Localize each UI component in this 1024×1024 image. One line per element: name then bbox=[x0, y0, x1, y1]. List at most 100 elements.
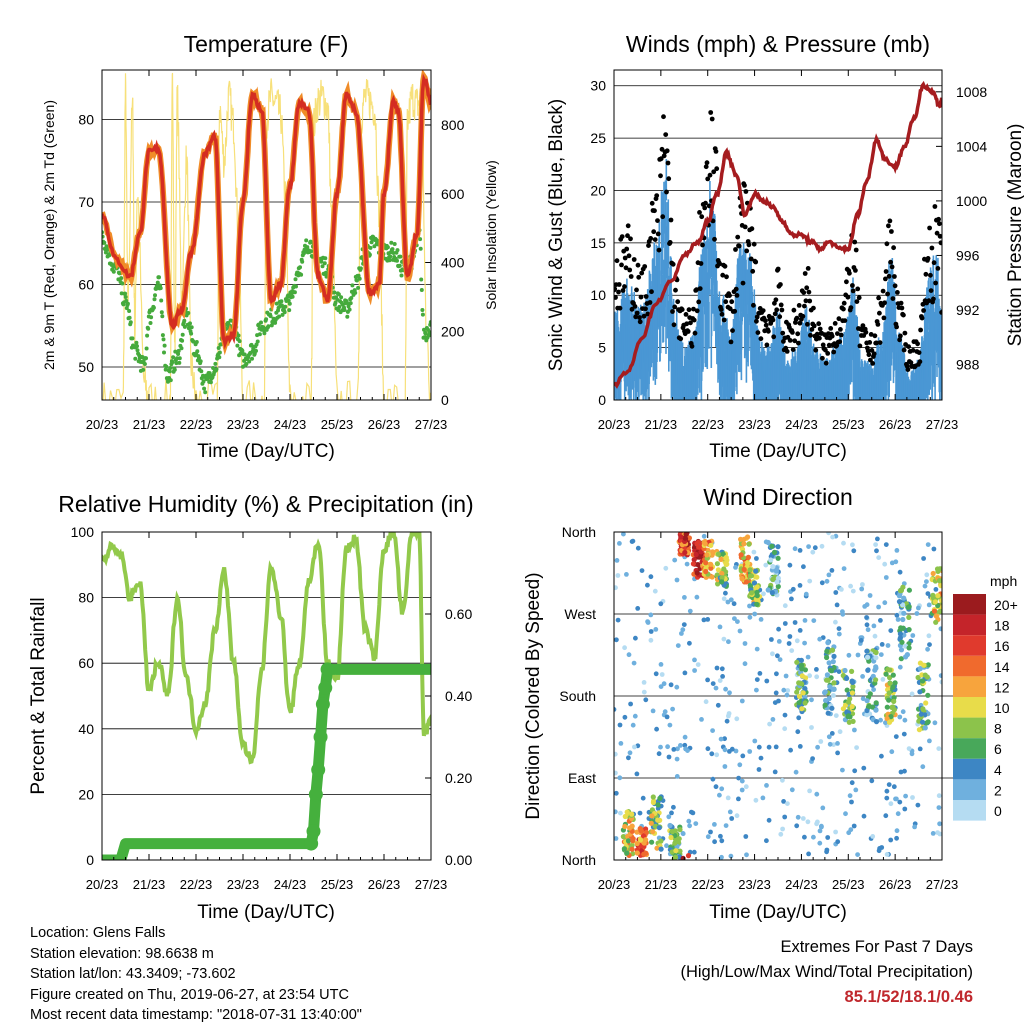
direction-point bbox=[893, 559, 899, 565]
direction-point bbox=[883, 720, 888, 726]
gust-point bbox=[796, 303, 802, 308]
gust-point bbox=[780, 330, 786, 336]
direction-point bbox=[641, 689, 647, 695]
direction-point bbox=[627, 825, 633, 831]
direction-point bbox=[819, 824, 824, 830]
direction-point bbox=[760, 795, 766, 801]
direction-point bbox=[652, 823, 658, 829]
station-info: Location: Glens Falls Station elevation:… bbox=[30, 923, 362, 1024]
legend-swatch bbox=[953, 758, 986, 780]
direction-point bbox=[875, 536, 880, 542]
direction-point bbox=[680, 627, 686, 633]
direction-point bbox=[783, 673, 789, 679]
gust-point bbox=[648, 236, 654, 241]
direction-xlabel: Time (Day/UTC) bbox=[709, 902, 847, 923]
direction-point bbox=[770, 717, 776, 722]
dewpoint-point bbox=[250, 356, 254, 361]
dewpoint-point bbox=[422, 327, 426, 332]
direction-point bbox=[693, 551, 699, 558]
direction-point bbox=[769, 543, 775, 549]
gust-point bbox=[670, 261, 676, 267]
direction-point bbox=[937, 821, 942, 827]
precip-point bbox=[315, 697, 330, 712]
gust-point bbox=[814, 331, 820, 337]
gust-point bbox=[853, 247, 859, 253]
gust-point bbox=[755, 330, 761, 335]
direction-point bbox=[812, 545, 818, 551]
direction-point bbox=[622, 714, 628, 720]
direction-point bbox=[796, 700, 802, 706]
gust-point bbox=[642, 264, 648, 269]
station-latlon: Station lat/lon: 43.3409; -73.602 bbox=[30, 966, 236, 982]
direction-point bbox=[938, 626, 942, 632]
direction-point bbox=[640, 795, 646, 801]
gust-point bbox=[694, 287, 699, 293]
dewpoint-point bbox=[290, 294, 295, 299]
direction-point bbox=[869, 778, 875, 784]
direction-point bbox=[648, 629, 654, 634]
dewpoint-point bbox=[336, 292, 341, 297]
direction-point bbox=[743, 579, 750, 585]
direction-point bbox=[917, 746, 923, 752]
dewpoint-point bbox=[195, 349, 200, 354]
direction-point bbox=[677, 827, 683, 833]
direction-point bbox=[655, 817, 661, 823]
direction-point bbox=[897, 714, 903, 720]
direction-point bbox=[719, 579, 725, 585]
direction-point bbox=[871, 623, 877, 629]
y-tick-label: 100 bbox=[71, 524, 95, 540]
gust-point bbox=[658, 173, 663, 179]
gust-point bbox=[626, 253, 632, 259]
y-tick-label: South bbox=[559, 688, 596, 704]
direction-point bbox=[720, 551, 726, 557]
legend-swatch bbox=[953, 635, 986, 656]
gust-point bbox=[820, 355, 825, 361]
direction-point bbox=[789, 648, 795, 653]
direction-point bbox=[826, 572, 832, 578]
direction-point bbox=[682, 595, 687, 600]
gust-point bbox=[850, 288, 856, 294]
direction-point bbox=[739, 787, 745, 793]
dewpoint-point bbox=[197, 356, 201, 360]
direction-point bbox=[664, 714, 670, 720]
x-tick-label: 22/23 bbox=[691, 417, 724, 432]
direction-point bbox=[721, 636, 727, 642]
direction-point bbox=[758, 617, 764, 622]
direction-point bbox=[719, 666, 725, 672]
gust-point bbox=[623, 265, 629, 271]
direction-point bbox=[722, 747, 728, 753]
direction-point bbox=[933, 619, 939, 625]
direction-point bbox=[741, 566, 747, 573]
dewpoint-point bbox=[123, 295, 128, 299]
x-tick-label: 22/23 bbox=[691, 877, 724, 892]
gust-point bbox=[646, 243, 651, 249]
y-tick-label: 60 bbox=[78, 277, 94, 293]
direction-point bbox=[753, 568, 759, 574]
direction-point bbox=[687, 608, 693, 614]
direction-point bbox=[892, 680, 898, 686]
direction-point bbox=[785, 688, 791, 693]
direction-point bbox=[835, 750, 840, 756]
direction-point bbox=[751, 549, 757, 555]
gust-point bbox=[899, 305, 905, 311]
direction-point bbox=[817, 828, 823, 834]
direction-point bbox=[830, 659, 836, 665]
y2-tick-label: 0.20 bbox=[445, 770, 472, 786]
direction-point bbox=[938, 583, 942, 589]
direction-point bbox=[643, 697, 649, 703]
direction-point bbox=[767, 721, 772, 727]
gust-point bbox=[845, 294, 851, 300]
gust-point bbox=[686, 307, 692, 313]
direction-point bbox=[723, 590, 728, 596]
direction-point bbox=[844, 687, 850, 693]
y-tick-label: 40 bbox=[78, 721, 94, 737]
direction-point bbox=[775, 575, 782, 581]
y2-tick-label: 0.60 bbox=[445, 606, 472, 622]
dewpoint-point bbox=[120, 281, 125, 286]
dewpoint-point bbox=[176, 352, 181, 356]
gust-point bbox=[668, 217, 674, 223]
dewpoint-point bbox=[189, 331, 194, 336]
gust-point bbox=[772, 311, 778, 317]
direction-point bbox=[788, 747, 793, 753]
dewpoint-point bbox=[144, 356, 148, 361]
